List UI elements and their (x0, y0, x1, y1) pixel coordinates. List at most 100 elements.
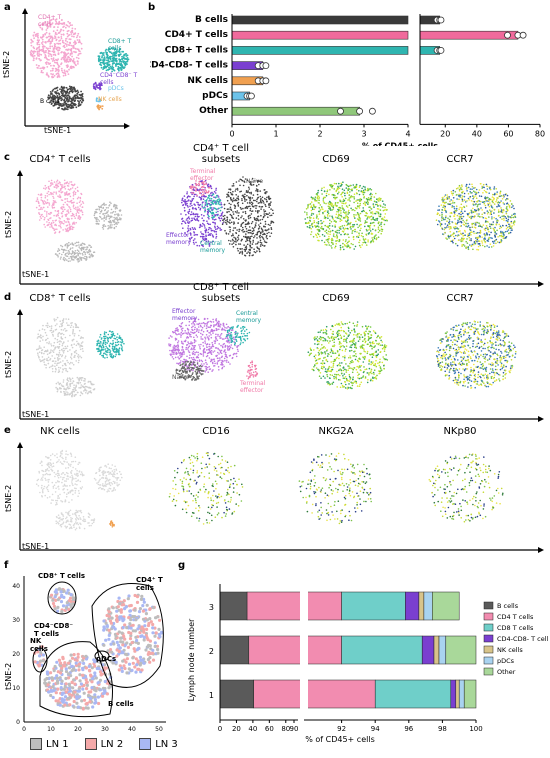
f-ylabel: tSNE-2 (4, 662, 13, 690)
d-subset-central: Central memory (236, 310, 262, 324)
b-point (504, 31, 511, 39)
legend-swatch (139, 738, 152, 750)
b-category-label: B cells (195, 15, 228, 25)
f-xtick-label: 50 (155, 726, 163, 733)
a-label-dn: CD4⁻CD8⁻ T cells (100, 72, 138, 86)
e-xlabel: tSNE-1 (22, 542, 50, 551)
c-subset-effector: Effector memory (166, 232, 192, 246)
legend-swatch (30, 738, 42, 750)
a-cloud-nk (96, 104, 104, 111)
g-legend-label: B cells (497, 602, 519, 610)
f-xtick-label: 10 (47, 726, 55, 733)
b-tick-label: 2 (317, 129, 322, 138)
b-category-label: CD4-CD8- T cells (150, 61, 228, 71)
d-title-2: CD8⁺ T cell subsets (193, 282, 249, 304)
g-tick-label: 94 (371, 725, 380, 733)
g-bar-segment (438, 635, 446, 665)
d-plot2-cloud (168, 317, 240, 374)
c-plot2-cloud (180, 179, 225, 248)
g-tick-label: 80 (281, 725, 290, 733)
g-bar-segment (450, 679, 457, 709)
panel-c-tsne-row (17, 170, 544, 287)
panel-label-g: g (178, 560, 186, 571)
b-point (368, 107, 376, 115)
panel-g-chart: 3 2 1 0 20 40 60 80 90 92 94 96 98 100 % of CD45+ cell… (187, 584, 548, 744)
panel-label-e: e (4, 425, 11, 436)
e-plot1-cloud (109, 520, 115, 528)
b-category-label: CD4+ T cells (165, 30, 228, 40)
b-category-label: Other (199, 106, 228, 116)
g-tick-label: 40 (248, 725, 257, 733)
f-gate-b: B cells (108, 700, 134, 708)
e-plot4-cloud (428, 453, 504, 523)
e-plot3-cloud (298, 452, 373, 525)
g-ylabel: Lymph node number (187, 618, 196, 701)
b-category-label: pDCs (202, 91, 228, 101)
g-legend-swatch (483, 612, 494, 621)
c-subset-terminal: Terminal effector (190, 168, 216, 182)
g-category-label: 3 (209, 603, 214, 612)
a-cloud-cd4 (29, 18, 83, 79)
c-title-1: CD4⁺ T cells (29, 154, 91, 165)
g-legend-swatch (483, 601, 494, 610)
e-title-2: CD16 (202, 426, 230, 437)
g-bar-segment (418, 591, 425, 621)
c-xlabel: tSNE-1 (22, 270, 50, 279)
g-tick-label: 20 (232, 725, 241, 733)
c-subset-central: Central memory (200, 240, 226, 254)
f-gate-pdc-outline (94, 650, 110, 662)
g-tick-label: 90 (290, 725, 299, 733)
d-subset-terminal: Terminal effector (240, 380, 266, 394)
b-bar-seg1 (231, 46, 409, 55)
g-bar-segment (341, 635, 423, 665)
legend-label: LN 2 (100, 738, 124, 750)
f-ytick-label: 10 (12, 685, 20, 692)
f-gate-cd8: CD8⁺ T cells (38, 572, 86, 580)
g-bar-segment (458, 679, 465, 709)
a-cloud-pdc (95, 97, 102, 103)
f-xtick-label: 20 (74, 726, 82, 733)
panel-f-tsne-overlay: 0 10 20 30 40 50 0 10 20 30 40 (12, 576, 166, 733)
f-ytick-label: 30 (12, 617, 20, 624)
panel-b-chart: B cells CD4+ T cells CD8+ T cells CD4-CD8- … (150, 14, 545, 146)
panel-label-d: d (4, 292, 12, 303)
f-gate-b-outline (39, 641, 113, 718)
d-plot1-cloud (55, 376, 96, 398)
f-legend-item: LN 3 (139, 738, 178, 750)
c-plot4-cloud (435, 182, 517, 251)
e-title-1: NK cells (40, 426, 80, 437)
b-tick-label: 40 (472, 129, 482, 138)
c-plot1-cloud (54, 241, 96, 263)
panel-d-tsne-row (17, 309, 544, 422)
g-bar-segment (253, 679, 376, 709)
g-bar-segment (455, 679, 460, 709)
f-ytick-label: 40 (12, 583, 20, 590)
g-tick-label: 0 (218, 725, 222, 733)
g-legend-label: Other (497, 668, 516, 676)
g-bar-segment (219, 679, 254, 709)
c-plot3-cloud (304, 181, 388, 251)
d-plot1-cloud (96, 330, 125, 359)
b-point (262, 77, 270, 85)
b-bar-seg2 (419, 30, 519, 40)
g-legend-swatch (483, 656, 494, 665)
g-bar-segment (248, 635, 342, 665)
b-tick-label: 3 (361, 129, 366, 138)
g-category-label: 2 (209, 647, 214, 656)
b-tick-label: 80 (535, 129, 545, 138)
c-plot2-cloud (201, 193, 222, 219)
g-bar-segment (432, 591, 460, 621)
c-plot2-cloud (221, 176, 275, 257)
a-cloud-cd8 (97, 47, 130, 73)
a-cloud-dn (92, 81, 103, 91)
e-plot2-cloud (168, 452, 244, 525)
c-title-3: CD69 (322, 154, 350, 165)
b-tick-label: 4 (405, 129, 410, 138)
f-gate-pdc: pDCs (96, 655, 117, 663)
g-legend-swatch (483, 667, 494, 676)
b-xlabel: % of CD45+ cells (362, 141, 438, 146)
d-title-4: CCR7 (446, 293, 474, 304)
f-xtick-label: 0 (22, 726, 26, 733)
d-plot3-cloud (307, 321, 389, 390)
d-plot1-cloud (36, 316, 84, 373)
